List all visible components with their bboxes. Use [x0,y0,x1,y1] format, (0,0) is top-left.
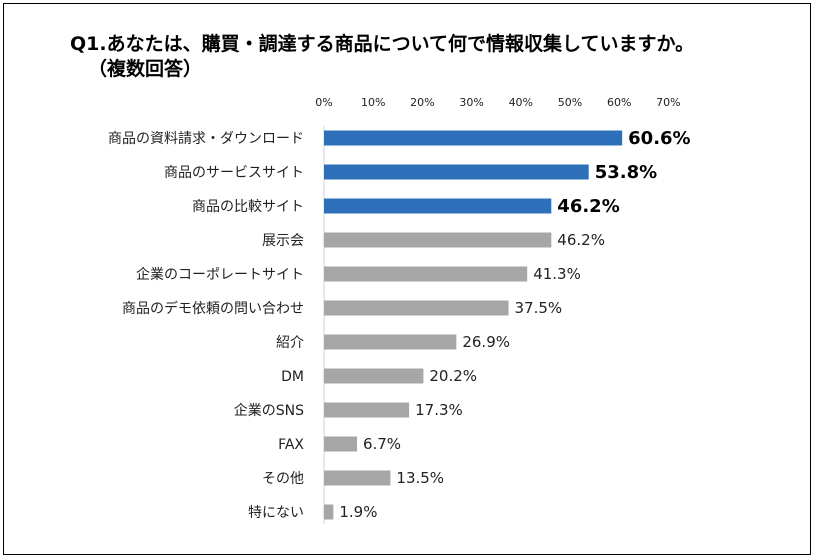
x-tick-label: 50% [558,96,582,109]
chart-title: Q1.あなたは、購買・調達する商品について何で情報収集していますか。 （複数回答… [70,32,694,82]
data-label: 46.2% [557,231,605,249]
data-label: 1.9% [339,503,377,521]
data-label: 37.5% [515,299,563,317]
bar [324,164,589,180]
chart-title-line1: Q1.あなたは、購買・調達する商品について何で情報収集していますか。 [70,33,695,55]
category-label: 商品の資料請求・ダウンロード [108,131,304,147]
data-label: 17.3% [415,401,463,419]
category-label: 特にない [248,505,304,521]
chart-title-line2: （複数回答） [88,58,203,80]
x-tick-label: 40% [509,96,533,109]
data-label: 6.7% [363,435,401,453]
bar [324,402,410,418]
category-label: 商品の比較サイト [192,199,304,215]
x-tick-label: 20% [410,96,434,109]
data-label: 46.2% [557,196,619,217]
bar [324,130,623,146]
data-label: 60.6% [628,128,690,149]
bar [324,470,391,486]
data-label: 53.8% [595,162,657,183]
category-label: 商品のデモ依頼の問い合わせ [122,300,304,317]
category-label: DM [281,369,304,385]
x-tick-label: 0% [315,96,332,109]
bar [324,368,424,384]
bar [324,334,457,350]
category-label: FAX [278,437,304,453]
data-label: 26.9% [462,333,510,351]
x-tick-label: 70% [656,96,680,109]
bar [324,300,509,316]
category-label: 展示会 [262,233,304,249]
x-tick-label: 10% [361,96,385,109]
x-tick-label: 30% [459,96,483,109]
category-label: 商品のサービスサイト [164,165,304,181]
bar [324,266,528,282]
data-label: 20.2% [429,367,477,385]
data-label: 13.5% [396,469,444,487]
chart-frame [3,3,811,555]
bar [324,504,334,520]
bar [324,232,552,248]
bar [324,198,552,214]
category-label: 企業のコーポレートサイト [136,266,304,283]
x-tick-label: 60% [607,96,631,109]
category-label: 企業のSNS [234,402,304,419]
category-label: その他 [262,471,304,487]
category-label: 紹介 [276,335,304,351]
bar [324,436,357,452]
data-label: 41.3% [533,265,581,283]
